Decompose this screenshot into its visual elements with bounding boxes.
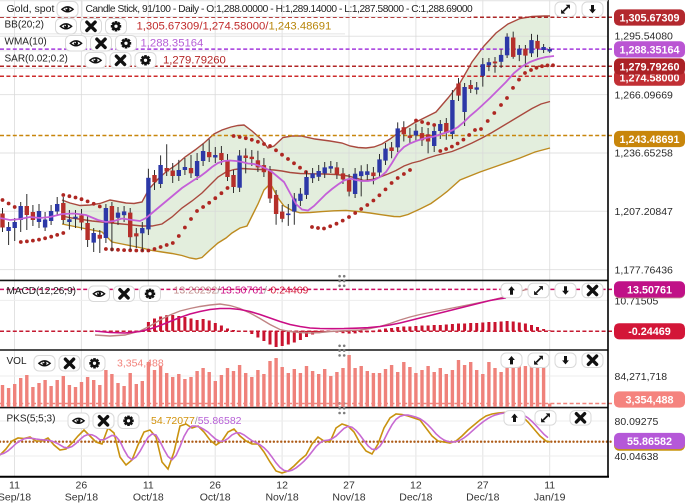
- svg-text:40.04638: 40.04638: [615, 451, 659, 463]
- svg-text:1,305.67309/1,274.58000/1,243.: 1,305.67309/1,274.58000/1,243.48691: [137, 21, 332, 33]
- svg-text:1,279.79260: 1,279.79260: [163, 55, 226, 67]
- svg-text:13.26292/13.50761/-0.24469: 13.26292/13.50761/-0.24469: [174, 285, 309, 297]
- svg-text:SAR(0.02;0.2): SAR(0.02;0.2): [5, 54, 68, 65]
- svg-text:54.72077/55.86582: 54.72077/55.86582: [151, 415, 242, 427]
- svg-text:Sep/18: Sep/18: [0, 492, 31, 503]
- svg-text:1,177.76436: 1,177.76436: [615, 264, 674, 276]
- svg-text:Dec/18: Dec/18: [399, 492, 432, 503]
- svg-text:27: 27: [343, 480, 355, 492]
- svg-text:1,288.35164: 1,288.35164: [141, 38, 204, 50]
- svg-text:Jan/19: Jan/19: [534, 492, 566, 503]
- svg-text:27: 27: [477, 480, 489, 492]
- svg-text:Sep/18: Sep/18: [65, 492, 98, 503]
- svg-text:1,288.35164: 1,288.35164: [619, 44, 679, 56]
- svg-text:Nov/18: Nov/18: [332, 492, 365, 503]
- svg-text:80.09275: 80.09275: [615, 416, 659, 428]
- svg-text:Dec/18: Dec/18: [466, 492, 499, 503]
- svg-text:Candle Stick, 91/100 - Daily -: Candle Stick, 91/100 - Daily - O:1,288.0…: [86, 4, 474, 15]
- svg-text:10.71505: 10.71505: [615, 296, 659, 308]
- svg-text:11: 11: [544, 480, 555, 492]
- svg-text:12: 12: [410, 480, 422, 492]
- svg-text:VOL: VOL: [7, 356, 27, 367]
- svg-text:1,207.20847: 1,207.20847: [615, 206, 674, 218]
- svg-text:1,279.79260: 1,279.79260: [619, 61, 679, 73]
- svg-text:11: 11: [9, 480, 20, 492]
- svg-text:1,266.09669: 1,266.09669: [615, 89, 674, 101]
- svg-text:3,354,488: 3,354,488: [625, 394, 673, 406]
- svg-text:26: 26: [209, 480, 221, 492]
- svg-text:1,274.58000: 1,274.58000: [619, 73, 679, 85]
- svg-text:BB(20;2): BB(20;2): [5, 20, 44, 31]
- svg-text:1,243.48691: 1,243.48691: [619, 134, 679, 146]
- svg-text:WMA(10): WMA(10): [5, 37, 47, 48]
- svg-text:PKS(5;5;3): PKS(5;5;3): [7, 414, 56, 425]
- svg-text:12: 12: [276, 480, 288, 492]
- svg-text:1,295.54080: 1,295.54080: [615, 30, 674, 42]
- svg-text:55.86582: 55.86582: [627, 436, 672, 448]
- svg-text:Gold, spot: Gold, spot: [7, 3, 55, 15]
- svg-text:MACD(12;26;9): MACD(12;26;9): [7, 286, 76, 297]
- svg-text:3,354,488: 3,354,488: [117, 358, 164, 370]
- svg-text:Oct/18: Oct/18: [200, 492, 231, 503]
- svg-text:Nov/18: Nov/18: [265, 492, 298, 503]
- svg-text:84,271,718: 84,271,718: [615, 371, 668, 383]
- svg-text:11: 11: [143, 480, 154, 492]
- svg-text:1,305.67309: 1,305.67309: [619, 12, 679, 24]
- svg-text:1,236.65258: 1,236.65258: [615, 148, 674, 160]
- svg-text:-0.24469: -0.24469: [628, 326, 671, 338]
- svg-text:26: 26: [76, 480, 88, 492]
- svg-text:Oct/18: Oct/18: [133, 492, 164, 503]
- svg-text:13.50761: 13.50761: [627, 284, 672, 296]
